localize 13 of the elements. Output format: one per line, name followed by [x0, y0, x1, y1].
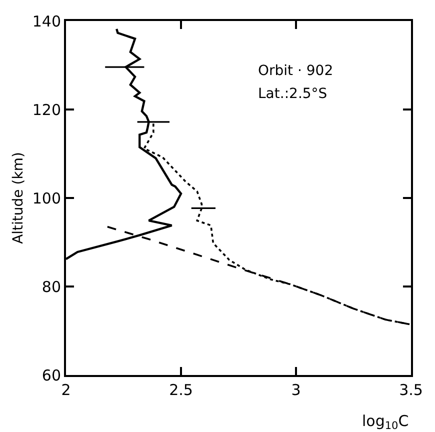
x-tick-label: 2 [61, 381, 71, 399]
annotation: Orbit · 902 [258, 63, 334, 79]
y-tick-label: 60 [42, 366, 61, 384]
x-tick-label: 3.5 [399, 381, 423, 399]
y-tick-label: 140 [32, 12, 61, 30]
x-axis-title: log$_{10}$C [362, 412, 409, 432]
annotation: Lat.:2.5°S [258, 86, 328, 102]
y-tick-label: 120 [32, 100, 61, 119]
x-tick-label: 2.5 [169, 381, 193, 399]
x-tick-label: 3 [291, 381, 301, 399]
y-tick-label: 100 [32, 189, 61, 208]
y-tick-label: 80 [42, 278, 61, 296]
y-axis-title: Altitude (km) [10, 152, 26, 244]
